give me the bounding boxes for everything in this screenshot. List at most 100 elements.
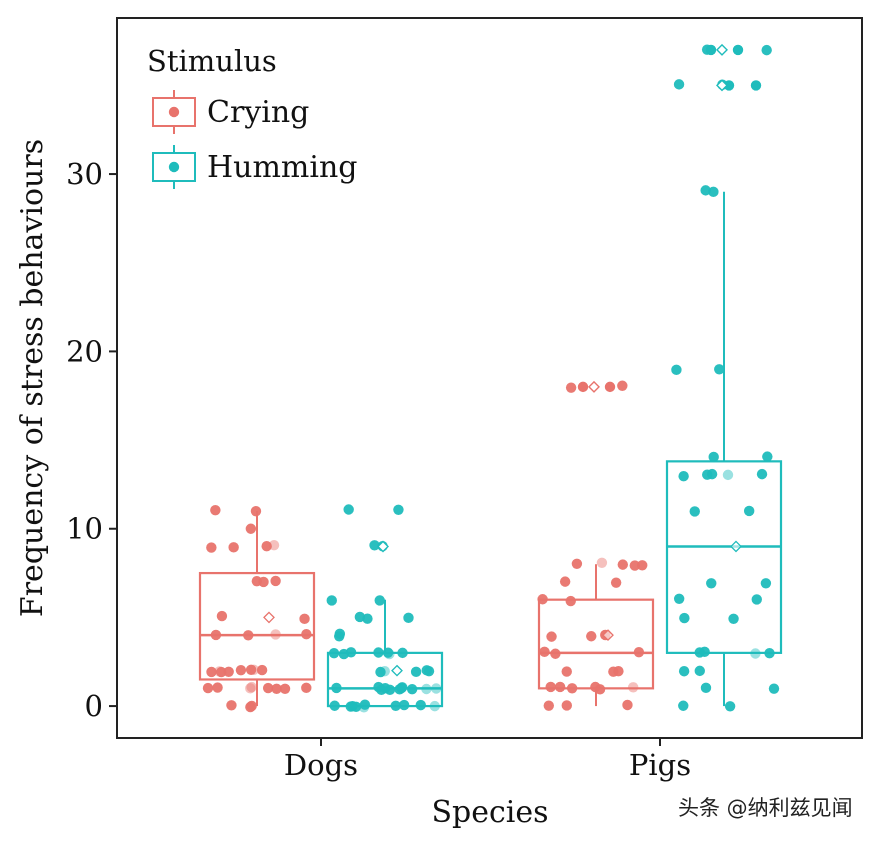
legend-key-point xyxy=(168,161,180,173)
data-point xyxy=(374,595,385,606)
y-tick-label: 20 xyxy=(66,334,103,368)
data-point xyxy=(202,682,214,694)
data-point xyxy=(590,681,601,693)
data-point xyxy=(756,468,768,480)
box xyxy=(326,651,444,708)
x-axis-title: Species xyxy=(431,795,548,830)
data-point xyxy=(637,560,648,571)
data-point xyxy=(694,665,705,677)
data-point xyxy=(700,682,712,694)
data-point xyxy=(762,451,773,462)
box-group xyxy=(665,44,783,712)
data-point xyxy=(617,380,628,391)
data-point xyxy=(617,559,628,570)
outlier-point xyxy=(604,381,616,393)
outlier-point xyxy=(723,80,735,91)
data-point xyxy=(403,612,414,624)
data-point xyxy=(354,611,366,623)
box-group xyxy=(537,380,655,711)
data-point xyxy=(214,666,225,677)
data-point xyxy=(768,683,780,694)
legend: Stimulus Crying Humming xyxy=(147,44,358,189)
box xyxy=(537,598,655,690)
data-point xyxy=(375,666,386,678)
data-point xyxy=(559,576,571,587)
box-group xyxy=(326,504,444,713)
data-point xyxy=(743,505,755,517)
data-point xyxy=(673,593,685,605)
outlier-point xyxy=(750,80,762,91)
data-point xyxy=(301,682,312,694)
data-point xyxy=(326,595,337,606)
data-point xyxy=(245,523,257,534)
data-point xyxy=(554,681,566,693)
data-point xyxy=(228,542,239,553)
legend-title: Stimulus xyxy=(147,44,277,78)
y-tick-label: 0 xyxy=(85,689,103,723)
data-point xyxy=(545,681,556,693)
data-point xyxy=(751,594,762,605)
data-point xyxy=(546,631,557,642)
data-point xyxy=(708,451,719,463)
data-point xyxy=(268,540,280,551)
watermark-text: 头条 @纳利兹见闻 xyxy=(678,796,853,820)
data-point xyxy=(543,700,554,711)
data-point xyxy=(210,505,221,516)
x-tick-label: Dogs xyxy=(284,748,358,782)
data-point xyxy=(714,364,725,375)
data-point xyxy=(226,700,237,711)
data-point xyxy=(212,682,223,693)
data-point xyxy=(561,700,572,711)
mean-marker xyxy=(716,79,728,92)
legend-label: Crying xyxy=(207,95,309,130)
data-point xyxy=(216,666,227,678)
mean-marker xyxy=(730,540,742,553)
data-point xyxy=(235,664,247,676)
data-point xyxy=(271,683,282,694)
data-point xyxy=(565,595,576,607)
box xyxy=(198,571,316,681)
data-point xyxy=(678,700,689,711)
data-point xyxy=(673,79,685,90)
data-point xyxy=(702,469,713,480)
data-point xyxy=(261,541,272,552)
box-group xyxy=(198,505,316,713)
data-point xyxy=(728,613,739,625)
data-point xyxy=(678,471,689,482)
mean-marker xyxy=(588,380,600,393)
data-point xyxy=(223,666,234,677)
data-point xyxy=(338,648,350,660)
legend-label: Humming xyxy=(207,150,358,185)
y-axis-title: Frequency of stress behaviours xyxy=(15,139,50,617)
data-point xyxy=(565,382,577,393)
legend-key-box xyxy=(152,152,196,182)
data-point xyxy=(671,364,682,376)
data-point xyxy=(245,683,256,694)
data-point xyxy=(608,666,619,677)
y-tick-label: 30 xyxy=(66,157,103,191)
data-point xyxy=(393,504,404,515)
data-point xyxy=(679,612,690,624)
data-point xyxy=(722,469,734,481)
data-point xyxy=(410,666,422,678)
legend-entry: Humming xyxy=(152,145,358,189)
data-point xyxy=(246,681,257,693)
data-point xyxy=(250,505,262,517)
data-point xyxy=(421,665,432,676)
outlier-point xyxy=(732,44,744,56)
data-point xyxy=(334,628,346,640)
data-point xyxy=(376,684,387,696)
y-axis: 0 10 20 30 xyxy=(66,157,117,723)
data-point xyxy=(571,558,583,569)
mean-marker xyxy=(716,43,728,56)
data-point xyxy=(629,560,641,571)
data-point xyxy=(586,631,597,642)
data-point xyxy=(216,610,228,622)
mean-marker xyxy=(391,664,403,677)
data-point xyxy=(561,666,572,677)
data-point xyxy=(622,699,633,711)
y-tick-label: 10 xyxy=(66,512,103,546)
data-point xyxy=(299,613,310,625)
outlier-point xyxy=(577,381,589,393)
